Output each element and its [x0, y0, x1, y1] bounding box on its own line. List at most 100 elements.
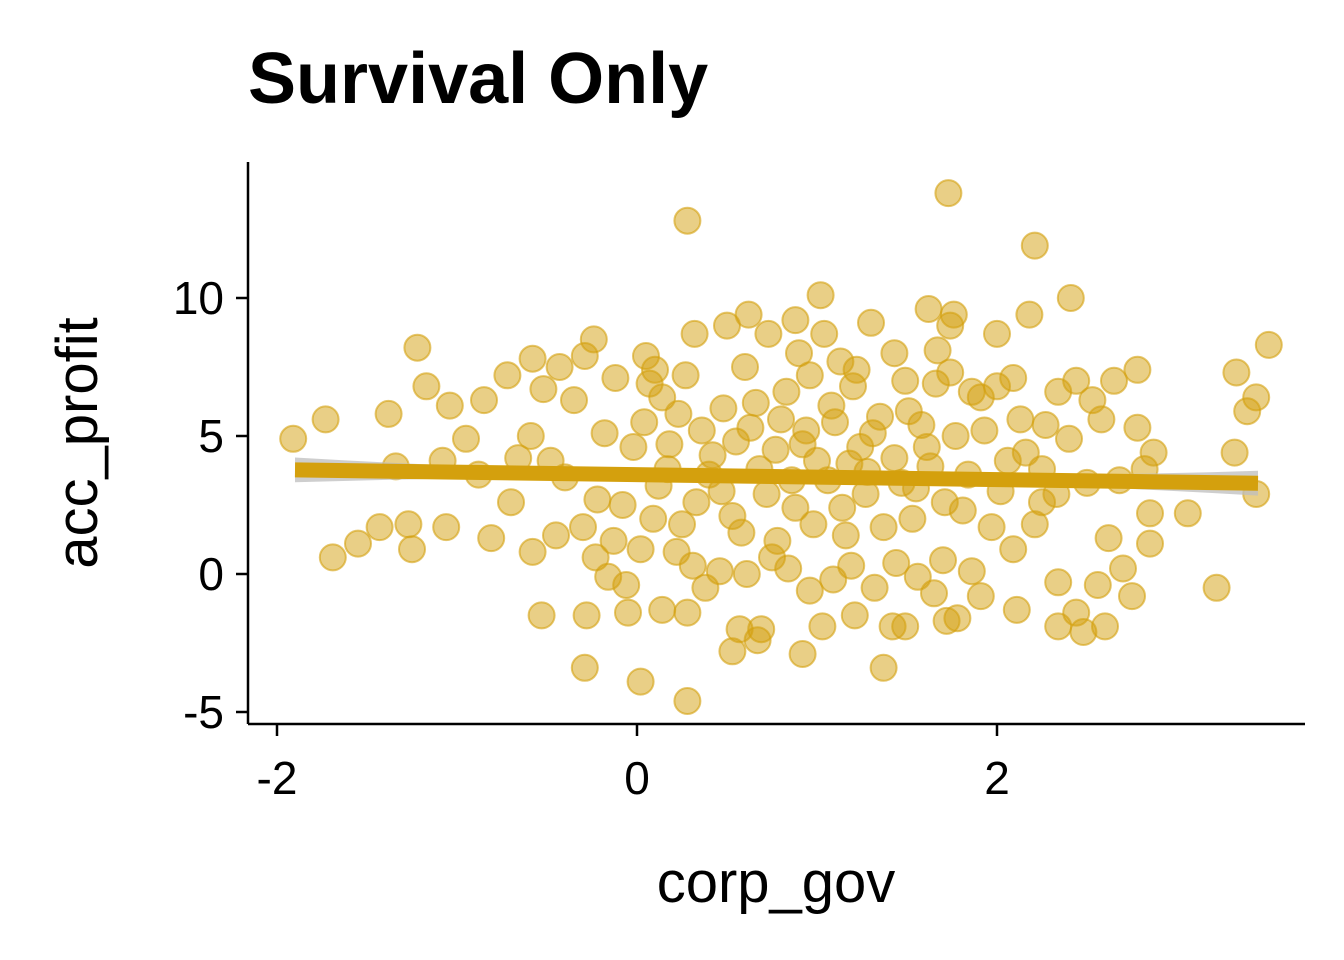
x-axis-label: corp_gov: [657, 850, 896, 915]
data-point: [752, 480, 781, 508]
data-point: [581, 543, 610, 572]
data-point: [943, 604, 972, 633]
data-point: [860, 573, 889, 602]
data-point: [583, 485, 612, 514]
data-point: [774, 554, 803, 583]
data-point: [1055, 424, 1083, 453]
y-axis-label: acc_profit: [45, 317, 110, 568]
data-point: [614, 598, 642, 627]
data-point: [470, 386, 498, 415]
data-point: [671, 361, 700, 390]
data-point: [1062, 598, 1091, 627]
data-point: [837, 551, 866, 580]
data-point: [516, 422, 545, 450]
data-point: [394, 510, 423, 539]
data-point: [398, 535, 426, 564]
data-point: [806, 281, 835, 310]
data-point: [497, 488, 525, 517]
data-point: [936, 311, 965, 340]
data-point: [655, 430, 684, 459]
data-point: [682, 488, 711, 517]
data-point: [977, 513, 1006, 542]
data-point: [1136, 499, 1164, 528]
data-point: [569, 513, 597, 542]
data-point: [1044, 568, 1073, 597]
data-point: [842, 355, 871, 384]
data-point: [957, 557, 986, 586]
data-point: [999, 535, 1028, 564]
data-point: [626, 667, 655, 696]
data-point: [907, 411, 936, 439]
data-point: [1056, 284, 1085, 312]
data-point: [1220, 438, 1249, 467]
data-point: [817, 391, 846, 420]
data-point: [570, 653, 599, 682]
data-point: [680, 319, 709, 348]
data-point: [734, 300, 763, 329]
data-point: [1087, 405, 1116, 434]
data-point: [1118, 582, 1146, 611]
data-point: [923, 336, 952, 365]
data-point: [754, 319, 783, 348]
data-point: [668, 510, 696, 539]
data-point: [648, 595, 677, 624]
data-point: [608, 491, 637, 519]
data-point: [477, 524, 506, 553]
data-point: [570, 342, 599, 370]
y-tick-label: -5: [183, 686, 224, 738]
x-tick-label: 2: [984, 752, 1010, 804]
data-point: [781, 493, 810, 522]
data-point: [718, 502, 747, 530]
data-point: [1031, 411, 1060, 439]
data-point: [452, 424, 480, 453]
data-point: [880, 444, 909, 473]
data-point: [882, 549, 911, 577]
x-tick-label: 0: [624, 752, 650, 804]
data-point: [709, 394, 738, 423]
data-point: [747, 615, 776, 644]
data-point: [846, 433, 875, 461]
data-point: [374, 399, 403, 428]
data-point: [891, 612, 920, 641]
y-tick-label: 0: [198, 548, 224, 600]
data-point: [639, 504, 668, 533]
data-point: [810, 319, 839, 348]
data-point: [619, 433, 648, 461]
data-point: [1083, 571, 1112, 599]
data-point: [785, 339, 813, 368]
data-point: [857, 308, 885, 337]
regression-line: [294, 462, 1259, 491]
data-point: [311, 405, 340, 434]
data-point: [626, 535, 655, 564]
data-point: [403, 333, 432, 362]
data-point: [795, 361, 824, 390]
x-ticks-layer: -2 0 2: [257, 724, 1010, 804]
data-point: [1011, 438, 1040, 467]
data-point: [344, 529, 372, 558]
data-point: [999, 364, 1028, 392]
data-point: [687, 416, 716, 445]
data-point: [1123, 355, 1152, 384]
data-point: [929, 546, 957, 575]
data-point: [880, 339, 909, 368]
points-layer: [279, 179, 1283, 715]
data-point: [1002, 595, 1031, 624]
data-point: [673, 206, 702, 235]
data-point: [1123, 413, 1152, 442]
data-point: [970, 416, 999, 445]
data-point: [493, 361, 522, 390]
data-point: [673, 598, 702, 627]
data-point: [1100, 366, 1128, 395]
data-point: [903, 562, 932, 591]
data-point: [1136, 529, 1164, 558]
x-tick-label: -2: [257, 752, 298, 804]
data-point: [914, 295, 943, 323]
data-point: [560, 386, 588, 415]
data-point: [1222, 358, 1251, 387]
data-point: [731, 353, 759, 381]
data-point: [1173, 499, 1202, 528]
data-point: [1094, 524, 1123, 553]
data-point: [529, 375, 558, 404]
data-point: [866, 402, 894, 431]
